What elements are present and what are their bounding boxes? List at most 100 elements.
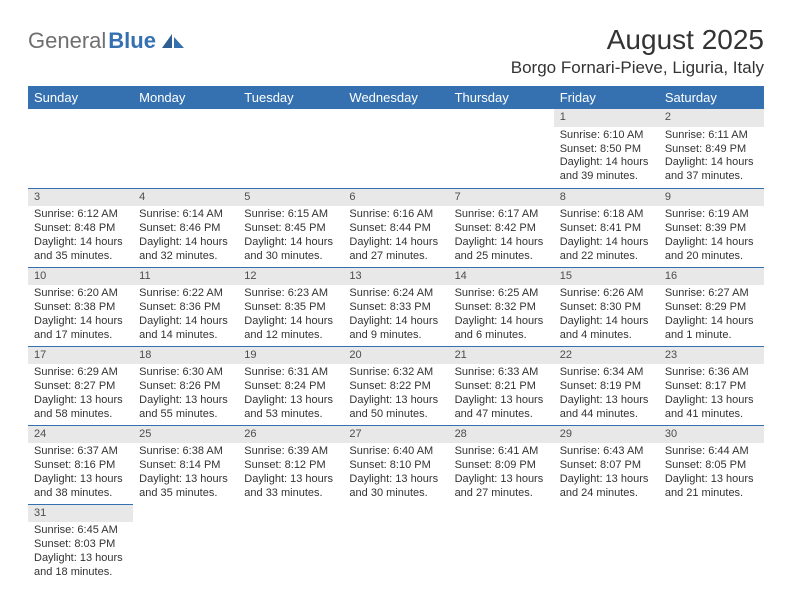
daylight-line1: Daylight: 13 hours bbox=[139, 473, 232, 487]
calendar-cell: 31Sunrise: 6:45 AMSunset: 8:03 PMDayligh… bbox=[28, 504, 133, 583]
calendar-week-row: ..........1Sunrise: 6:10 AMSunset: 8:50 … bbox=[28, 109, 764, 188]
sunrise-text: Sunrise: 6:25 AM bbox=[455, 287, 548, 301]
sunrise-text: Sunrise: 6:12 AM bbox=[34, 208, 127, 222]
day-number: 17 bbox=[28, 347, 133, 365]
day-number: 22 bbox=[554, 347, 659, 365]
daylight-line1: Daylight: 13 hours bbox=[349, 473, 442, 487]
calendar-cell: 7Sunrise: 6:17 AMSunset: 8:42 PMDaylight… bbox=[449, 188, 554, 267]
calendar-cell: 23Sunrise: 6:36 AMSunset: 8:17 PMDayligh… bbox=[659, 346, 764, 425]
day-details: Sunrise: 6:38 AMSunset: 8:14 PMDaylight:… bbox=[133, 443, 238, 502]
day-number: 31 bbox=[28, 505, 133, 523]
calendar-cell: 12Sunrise: 6:23 AMSunset: 8:35 PMDayligh… bbox=[238, 267, 343, 346]
day-details: Sunrise: 6:24 AMSunset: 8:33 PMDaylight:… bbox=[343, 285, 448, 344]
daylight-line2: and 17 minutes. bbox=[34, 329, 127, 343]
calendar-body: ..........1Sunrise: 6:10 AMSunset: 8:50 … bbox=[28, 109, 764, 583]
sunrise-text: Sunrise: 6:39 AM bbox=[244, 445, 337, 459]
daylight-line1: Daylight: 14 hours bbox=[665, 315, 758, 329]
page-header: General Blue August 2025 Borgo Fornari-P… bbox=[28, 24, 764, 78]
day-number: 5 bbox=[238, 189, 343, 207]
sunset-text: Sunset: 8:03 PM bbox=[34, 538, 127, 552]
day-details: Sunrise: 6:33 AMSunset: 8:21 PMDaylight:… bbox=[449, 364, 554, 423]
day-details: Sunrise: 6:22 AMSunset: 8:36 PMDaylight:… bbox=[133, 285, 238, 344]
sunset-text: Sunset: 8:16 PM bbox=[34, 459, 127, 473]
day-number: 29 bbox=[554, 426, 659, 444]
sail-icon bbox=[160, 32, 186, 50]
sunset-text: Sunset: 8:14 PM bbox=[139, 459, 232, 473]
sunrise-text: Sunrise: 6:27 AM bbox=[665, 287, 758, 301]
calendar-cell: 28Sunrise: 6:41 AMSunset: 8:09 PMDayligh… bbox=[449, 425, 554, 504]
sunset-text: Sunset: 8:10 PM bbox=[349, 459, 442, 473]
calendar-cell: .. bbox=[133, 504, 238, 583]
daylight-line1: Daylight: 14 hours bbox=[560, 156, 653, 170]
daylight-line2: and 12 minutes. bbox=[244, 329, 337, 343]
sunrise-text: Sunrise: 6:15 AM bbox=[244, 208, 337, 222]
sunset-text: Sunset: 8:35 PM bbox=[244, 301, 337, 315]
sunrise-text: Sunrise: 6:37 AM bbox=[34, 445, 127, 459]
day-number: 16 bbox=[659, 268, 764, 286]
daylight-line1: Daylight: 13 hours bbox=[34, 552, 127, 566]
daylight-line2: and 22 minutes. bbox=[560, 250, 653, 264]
daylight-line2: and 27 minutes. bbox=[349, 250, 442, 264]
day-number: 10 bbox=[28, 268, 133, 286]
brand-word-general: General bbox=[28, 28, 106, 54]
sunrise-text: Sunrise: 6:30 AM bbox=[139, 366, 232, 380]
sunset-text: Sunset: 8:09 PM bbox=[455, 459, 548, 473]
day-number: 14 bbox=[449, 268, 554, 286]
daylight-line1: Daylight: 14 hours bbox=[560, 236, 653, 250]
daylight-line1: Daylight: 14 hours bbox=[455, 315, 548, 329]
sunset-text: Sunset: 8:17 PM bbox=[665, 380, 758, 394]
sunrise-text: Sunrise: 6:20 AM bbox=[34, 287, 127, 301]
daylight-line1: Daylight: 13 hours bbox=[34, 394, 127, 408]
sunset-text: Sunset: 8:48 PM bbox=[34, 222, 127, 236]
day-number: 6 bbox=[343, 189, 448, 207]
daylight-line1: Daylight: 13 hours bbox=[665, 473, 758, 487]
sunset-text: Sunset: 8:30 PM bbox=[560, 301, 653, 315]
daylight-line2: and 24 minutes. bbox=[560, 487, 653, 501]
calendar-cell: 9Sunrise: 6:19 AMSunset: 8:39 PMDaylight… bbox=[659, 188, 764, 267]
sunset-text: Sunset: 8:07 PM bbox=[560, 459, 653, 473]
daylight-line2: and 14 minutes. bbox=[139, 329, 232, 343]
day-details: Sunrise: 6:18 AMSunset: 8:41 PMDaylight:… bbox=[554, 206, 659, 265]
calendar-cell: 17Sunrise: 6:29 AMSunset: 8:27 PMDayligh… bbox=[28, 346, 133, 425]
calendar-cell: 20Sunrise: 6:32 AMSunset: 8:22 PMDayligh… bbox=[343, 346, 448, 425]
daylight-line1: Daylight: 14 hours bbox=[349, 315, 442, 329]
calendar-cell: .. bbox=[449, 504, 554, 583]
location-subtitle: Borgo Fornari-Pieve, Liguria, Italy bbox=[511, 58, 764, 78]
daylight-line1: Daylight: 13 hours bbox=[139, 394, 232, 408]
sunset-text: Sunset: 8:49 PM bbox=[665, 143, 758, 157]
daylight-line1: Daylight: 14 hours bbox=[34, 236, 127, 250]
sunset-text: Sunset: 8:27 PM bbox=[34, 380, 127, 394]
day-number: 4 bbox=[133, 189, 238, 207]
day-details: Sunrise: 6:32 AMSunset: 8:22 PMDaylight:… bbox=[343, 364, 448, 423]
sunrise-text: Sunrise: 6:10 AM bbox=[560, 129, 653, 143]
daylight-line2: and 47 minutes. bbox=[455, 408, 548, 422]
sunrise-text: Sunrise: 6:32 AM bbox=[349, 366, 442, 380]
daylight-line2: and 25 minutes. bbox=[455, 250, 548, 264]
calendar-cell: 1Sunrise: 6:10 AMSunset: 8:50 PMDaylight… bbox=[554, 109, 659, 188]
day-details: Sunrise: 6:20 AMSunset: 8:38 PMDaylight:… bbox=[28, 285, 133, 344]
day-number: 9 bbox=[659, 189, 764, 207]
daylight-line1: Daylight: 13 hours bbox=[560, 394, 653, 408]
calendar-cell: 16Sunrise: 6:27 AMSunset: 8:29 PMDayligh… bbox=[659, 267, 764, 346]
daylight-line1: Daylight: 14 hours bbox=[665, 156, 758, 170]
daylight-line1: Daylight: 13 hours bbox=[560, 473, 653, 487]
daylight-line1: Daylight: 14 hours bbox=[665, 236, 758, 250]
sunset-text: Sunset: 8:42 PM bbox=[455, 222, 548, 236]
calendar-cell: .. bbox=[238, 504, 343, 583]
daylight-line2: and 39 minutes. bbox=[560, 170, 653, 184]
calendar-cell: 18Sunrise: 6:30 AMSunset: 8:26 PMDayligh… bbox=[133, 346, 238, 425]
day-number: 13 bbox=[343, 268, 448, 286]
day-number: 25 bbox=[133, 426, 238, 444]
daylight-line1: Daylight: 14 hours bbox=[560, 315, 653, 329]
daylight-line1: Daylight: 13 hours bbox=[455, 394, 548, 408]
calendar-cell: 26Sunrise: 6:39 AMSunset: 8:12 PMDayligh… bbox=[238, 425, 343, 504]
calendar-cell: 8Sunrise: 6:18 AMSunset: 8:41 PMDaylight… bbox=[554, 188, 659, 267]
sunset-text: Sunset: 8:05 PM bbox=[665, 459, 758, 473]
calendar-cell: 25Sunrise: 6:38 AMSunset: 8:14 PMDayligh… bbox=[133, 425, 238, 504]
day-details: Sunrise: 6:45 AMSunset: 8:03 PMDaylight:… bbox=[28, 522, 133, 581]
sunset-text: Sunset: 8:46 PM bbox=[139, 222, 232, 236]
daylight-line2: and 1 minute. bbox=[665, 329, 758, 343]
sunrise-text: Sunrise: 6:18 AM bbox=[560, 208, 653, 222]
calendar-cell: .. bbox=[28, 109, 133, 188]
sunrise-text: Sunrise: 6:44 AM bbox=[665, 445, 758, 459]
